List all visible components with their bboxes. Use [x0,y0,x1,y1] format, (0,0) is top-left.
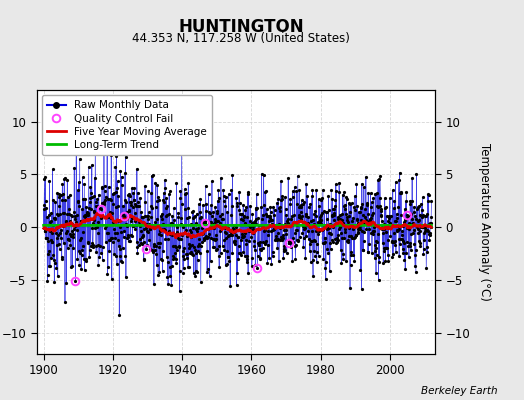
Text: HUNTINGTON: HUNTINGTON [178,18,304,36]
Legend: Raw Monthly Data, Quality Control Fail, Five Year Moving Average, Long-Term Tren: Raw Monthly Data, Quality Control Fail, … [42,95,212,155]
Text: 44.353 N, 117.258 W (United States): 44.353 N, 117.258 W (United States) [132,32,350,45]
Y-axis label: Temperature Anomaly (°C): Temperature Anomaly (°C) [478,143,492,301]
Text: Berkeley Earth: Berkeley Earth [421,386,498,396]
